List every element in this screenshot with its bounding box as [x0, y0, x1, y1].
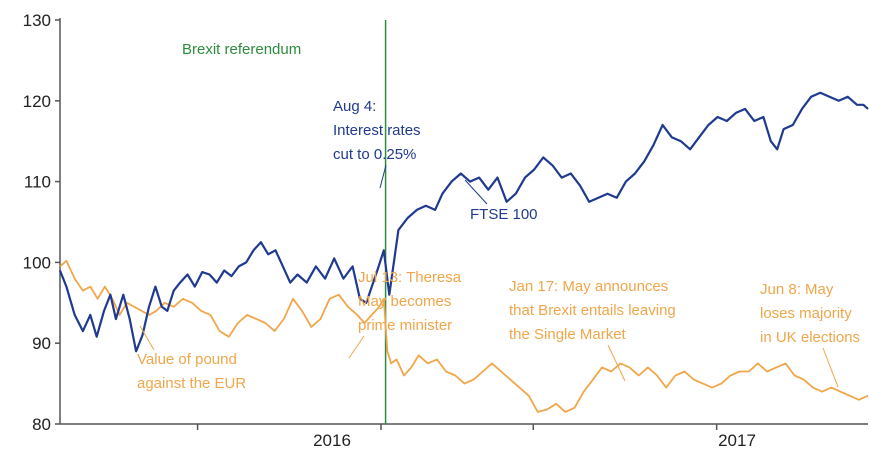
y-tick-label-90: 90 — [32, 334, 51, 353]
interest-rates-line-3: cut to 0.25% — [333, 146, 416, 163]
uk-elections-leader-line — [822, 347, 839, 388]
interest-rates-leader-line — [379, 164, 387, 189]
x-tick-label-2017: 2017 — [718, 431, 756, 450]
uk-elections-line-3: in UK elections — [760, 329, 860, 346]
theresa-may-line-2: May becomes — [358, 293, 451, 310]
y-tick-label-110: 110 — [24, 173, 51, 192]
interest-rates-annotation: Aug 4: Interest rates cut to 0.25% — [333, 98, 425, 163]
single-market-line-2: that Brexit entails leaving — [509, 302, 676, 319]
theresa-may-line-3: prime minister — [358, 317, 452, 334]
y-axis-ticks: 80 90 100 110 120 130 — [23, 11, 60, 434]
single-market-line-3: the Single Market — [509, 326, 627, 343]
y-tick-label-80: 80 — [32, 415, 51, 434]
pound-series-label: Value of pound against the EUR — [137, 351, 246, 392]
pound-label-line-1: Value of pound — [137, 351, 237, 368]
pound-label-line-2: against the EUR — [137, 375, 246, 392]
single-market-leader-line — [607, 344, 626, 382]
uk-elections-line-1: Jun 8: May — [760, 281, 834, 298]
ftse-series-label: FTSE 100 — [470, 206, 538, 223]
series-line-ftse — [58, 91, 869, 353]
x-tick-label-2016: 2016 — [313, 431, 351, 450]
y-tick-label-100: 100 — [23, 253, 51, 272]
series-line-pound — [59, 259, 869, 413]
interest-rates-line-1: Aug 4: — [333, 98, 376, 115]
single-market-annotation: Jan 17: May announces that Brexit entail… — [509, 278, 680, 343]
ftse-leader-line — [464, 179, 488, 205]
y-tick-label-120: 120 — [23, 92, 51, 111]
uk-elections-line-2: loses majority — [760, 305, 852, 322]
theresa-may-leader-line — [348, 335, 365, 359]
single-market-line-1: Jan 17: May announces — [509, 278, 668, 295]
theresa-may-line-1: Jul 13: Theresa — [358, 269, 462, 286]
x-axis-ticks — [196, 424, 718, 430]
y-tick-label-130: 130 — [23, 11, 51, 30]
interest-rates-line-2: Interest rates — [333, 122, 421, 139]
referendum-label: Brexit referendum — [182, 41, 301, 58]
theresa-may-annotation: Jul 13: Theresa May becomes prime minist… — [358, 269, 465, 334]
uk-elections-annotation: Jun 8: May loses majority in UK election… — [760, 281, 860, 346]
pound-leader-line — [139, 325, 155, 351]
